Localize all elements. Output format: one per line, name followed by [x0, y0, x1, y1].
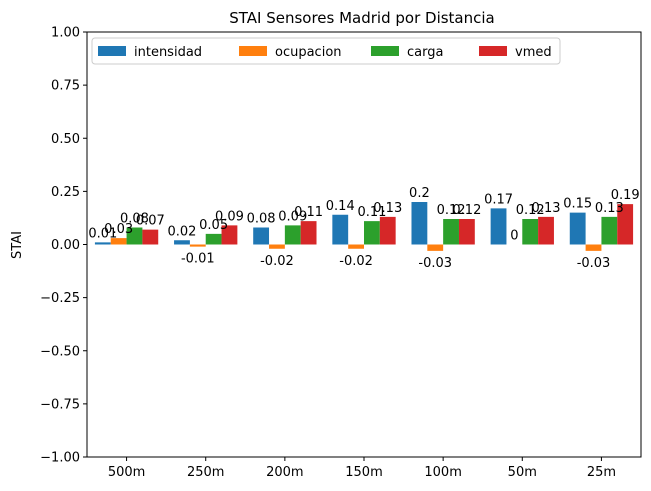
- bars-group: [94, 202, 634, 251]
- data-labels-group: 0.01 0.02 0.08 0.14 0.2 0.17 0.15 0.03 -0.01 -0.0…: [88, 186, 639, 271]
- bar-intensidad-50m: [490, 208, 507, 245]
- bar-intensidad-500m: [94, 242, 111, 245]
- legend-label-vmed: vmed: [515, 45, 552, 60]
- bar-intensidad-100m: [411, 202, 428, 245]
- bar-ocupacion-100m: [427, 244, 444, 251]
- chart-title: STAI Sensores Madrid por Distancia: [229, 9, 495, 27]
- bar-carga-500m: [126, 227, 143, 245]
- bar-intensidad-25m: [569, 212, 586, 245]
- bar-ocupacion-200m: [269, 244, 285, 249]
- data-label-carga-200m: 0.09: [278, 209, 307, 224]
- legend-label-intensidad: intensidad: [134, 45, 202, 60]
- bar-intensidad-200m: [253, 227, 270, 245]
- legend-swatch-ocupacion: [239, 46, 267, 56]
- x-tick-label-100m: 100m: [424, 465, 461, 480]
- x-tick-label-500m: 500m: [108, 465, 145, 480]
- data-label-ocupacion-250m: -0.01: [181, 252, 215, 267]
- bar-vmed-200m: [300, 221, 317, 245]
- bar-carga-250m: [205, 233, 222, 245]
- x-tick-label-200m: 200m: [266, 465, 303, 480]
- data-label-ocupacion-200m: -0.02: [260, 254, 294, 269]
- y-tick-label: 0.25: [51, 185, 80, 200]
- data-label-ocupacion-25m: -0.03: [577, 256, 611, 271]
- bar-ocupacion-25m: [585, 244, 602, 251]
- y-tick-label: −0.25: [40, 291, 80, 306]
- data-label-carga-150m: 0.11: [357, 205, 386, 220]
- data-label-ocupacion-100m: -0.03: [418, 256, 452, 271]
- bar-ocupacion-250m: [189, 244, 206, 247]
- bar-ocupacion-500m: [110, 238, 127, 245]
- bar-carga-150m: [364, 221, 380, 245]
- legend-swatch-vmed: [479, 46, 507, 56]
- data-label-vmed-100m: 0.12: [452, 203, 481, 218]
- bar-carga-100m: [443, 219, 459, 245]
- x-tick-label-250m: 250m: [187, 465, 224, 480]
- y-tick-label: −1.00: [40, 451, 80, 466]
- bar-vmed-500m: [142, 229, 159, 245]
- bar-intensidad-250m: [174, 240, 190, 245]
- data-label-intensidad-50m: 0.17: [484, 192, 513, 207]
- data-label-ocupacion-50m: 0: [510, 229, 518, 244]
- bar-vmed-50m: [538, 216, 554, 245]
- bar-carga-200m: [284, 225, 301, 245]
- x-tick-label-150m: 150m: [345, 465, 382, 480]
- y-tick-label: 0.50: [51, 132, 80, 147]
- y-tick-label: −0.75: [40, 397, 80, 412]
- legend-swatch-carga: [371, 46, 399, 56]
- data-label-carga-100m: 0.12: [437, 203, 466, 218]
- axes-group: −1.00 −0.75 −0.50 −0.25 0.00 0.25 0.50 0.75 1.00…: [40, 26, 642, 480]
- data-label-intensidad-200m: 0.08: [247, 212, 276, 227]
- bar-vmed-150m: [379, 216, 396, 245]
- y-tick-label: 0.00: [51, 238, 80, 253]
- data-label-vmed-50m: 0.13: [532, 201, 561, 216]
- data-label-carga-50m: 0.12: [516, 203, 545, 218]
- x-tick-label-25m: 25m: [587, 465, 616, 480]
- y-tick-label: 0.75: [51, 79, 80, 94]
- data-label-intensidad-25m: 0.15: [563, 197, 592, 212]
- bar-ocupacion-150m: [348, 244, 364, 249]
- data-label-vmed-500m: 0.07: [136, 214, 165, 229]
- data-label-vmed-150m: 0.13: [373, 201, 402, 216]
- data-label-vmed-200m: 0.11: [294, 205, 323, 220]
- data-label-carga-500m: 0.08: [120, 212, 149, 227]
- bar-vmed-100m: [458, 219, 475, 245]
- y-axis-label: STAI: [10, 231, 25, 259]
- data-label-intensidad-250m: 0.02: [167, 224, 196, 239]
- data-label-intensidad-500m: 0.01: [88, 226, 117, 241]
- x-tick-label-50m: 50m: [508, 465, 537, 480]
- legend-box: [91, 37, 561, 65]
- y-tick-label: −0.50: [40, 344, 80, 359]
- legend-swatch-intensidad: [98, 46, 126, 56]
- legend-label-ocupacion: ocupacion: [275, 45, 342, 60]
- data-label-carga-250m: 0.05: [199, 218, 228, 233]
- bar-vmed-250m: [221, 225, 238, 245]
- bar-carga-50m: [522, 219, 539, 245]
- data-label-intensidad-100m: 0.2: [409, 186, 430, 201]
- legend: intensidad ocupacion carga vmed: [91, 37, 561, 65]
- data-label-ocupacion-150m: -0.02: [339, 254, 373, 269]
- y-tick-label: 1.00: [51, 26, 80, 41]
- data-label-ocupacion-500m: 0.03: [104, 222, 133, 237]
- data-label-vmed-25m: 0.19: [611, 188, 640, 203]
- bar-vmed-25m: [617, 204, 634, 245]
- data-label-carga-25m: 0.13: [595, 201, 624, 216]
- data-label-vmed-250m: 0.09: [215, 209, 244, 224]
- bar-carga-25m: [601, 216, 618, 245]
- bar-intensidad-150m: [332, 214, 349, 245]
- legend-label-carga: carga: [407, 45, 443, 60]
- data-label-intensidad-150m: 0.14: [326, 199, 355, 214]
